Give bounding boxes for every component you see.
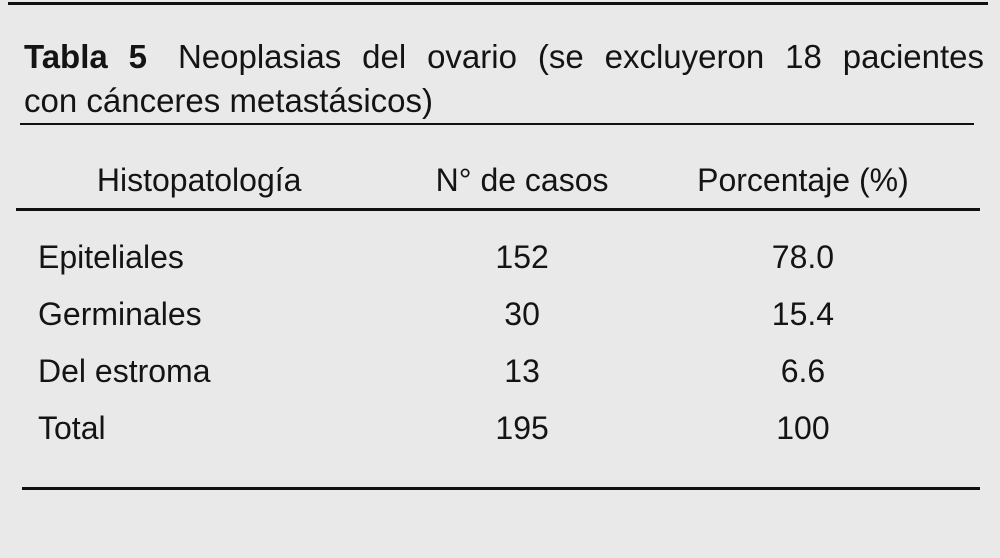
- table-row-total: Total 195 100: [16, 399, 980, 456]
- percentage-cell: 6.6: [780, 353, 826, 389]
- table-title-line-1: Neoplasias del ovario (se excluyeron 18 …: [177, 38, 985, 75]
- cases-cell: 195: [495, 410, 549, 446]
- cases-cell: 13: [504, 353, 540, 389]
- percentage-cell: 100: [776, 410, 830, 446]
- cases-cell: 30: [504, 296, 540, 332]
- table-top-rule: [8, 2, 988, 5]
- table-bottom-rule: [22, 487, 980, 490]
- percentage-cell: 15.4: [771, 296, 835, 332]
- histopathology-cell: Del estroma: [38, 353, 211, 389]
- table-header: Histopatología N° de casos Porcentaje (%…: [16, 125, 980, 211]
- histopathology-cell: Germinales: [38, 296, 202, 332]
- table-row-del-estroma: Del estroma 13 6.6: [16, 342, 980, 399]
- table-caption: Tabla 5 Neoplasias del ovario (se excluy…: [24, 35, 984, 123]
- histopathology-cell: Epiteliales: [38, 239, 184, 275]
- caption-line-1: Tabla 5 Neoplasias del ovario (se excluy…: [24, 35, 984, 79]
- table-number-label: Tabla 5: [24, 38, 148, 75]
- table-title-line-2: con cánceres metastásicos): [24, 82, 434, 119]
- header-row: Histopatología N° de casos Porcentaje (%…: [16, 125, 980, 211]
- column-header-porcentaje: Porcentaje (%): [661, 125, 980, 211]
- column-header-n-de-casos: N° de casos: [382, 125, 662, 211]
- caption-divider-rule: [20, 123, 974, 125]
- table-row-epiteliales: Epiteliales 152 78.0: [16, 210, 980, 286]
- neoplasias-table: Histopatología N° de casos Porcentaje (%…: [16, 125, 980, 456]
- table-body: Epiteliales 152 78.0 Germinales 30 15.4 …: [16, 210, 980, 457]
- histopathology-cell: Total: [38, 410, 106, 446]
- percentage-cell: 78.0: [771, 239, 835, 275]
- table-row-germinales: Germinales 30 15.4: [16, 285, 980, 342]
- cases-cell: 152: [495, 239, 549, 275]
- column-header-histopatologia: Histopatología: [16, 125, 383, 211]
